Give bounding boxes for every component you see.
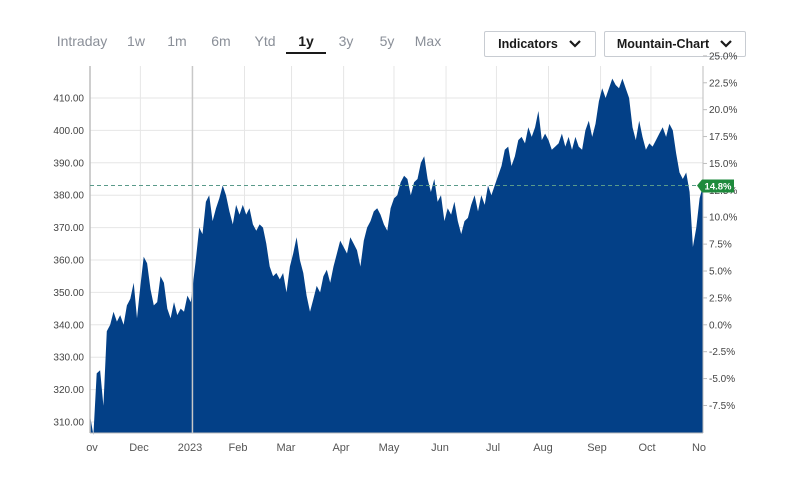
x-tick-label: 2023	[178, 442, 202, 454]
tab-1w[interactable]: 1w	[127, 33, 145, 49]
tab-5y[interactable]: 5y	[379, 33, 395, 49]
x-tick-label: Sep	[587, 442, 607, 454]
y-left-tick-label: 320.00	[53, 385, 84, 396]
tab-intraday[interactable]: Intraday	[56, 33, 108, 49]
y-left-tick-label: 330.00	[53, 353, 84, 364]
y-left-tick-label: 360.00	[53, 256, 84, 267]
indicators-dropdown[interactable]: Indicators	[484, 31, 596, 57]
y-right-tick-label: 5.0%	[709, 267, 732, 278]
x-tick-label: Aug	[533, 442, 553, 454]
y-right-tick-label: 2.5%	[709, 293, 732, 304]
x-tick-label: ov	[86, 442, 98, 454]
y-right-tick-label: 25.0%	[709, 51, 737, 62]
y-right-tick-label: 7.5%	[709, 240, 732, 251]
y-right-tick-label: -7.5%	[709, 401, 735, 412]
tab-ytd[interactable]: Ytd	[254, 33, 276, 49]
tab-max[interactable]: Max	[414, 33, 442, 49]
y-left-tick-label: 370.00	[53, 223, 84, 234]
y-right-tick-label: -5.0%	[709, 374, 735, 385]
y-left-tick-label: 340.00	[53, 320, 84, 331]
chevron-down-icon	[569, 40, 581, 48]
y-left-tick-label: 390.00	[53, 158, 84, 169]
chevron-down-icon	[720, 40, 732, 48]
x-tick-label: Apr	[332, 442, 349, 454]
y-right-tick-label: -2.5%	[709, 347, 735, 358]
y-right-tick-label: 15.0%	[709, 159, 737, 170]
chart-type-dropdown[interactable]: Mountain-Chart	[604, 31, 746, 57]
y-left-tick-label: 350.00	[53, 288, 84, 299]
price-area[interactable]	[90, 78, 703, 435]
tab-1y[interactable]: 1y	[286, 28, 326, 54]
change-badge-label: 14.8%	[705, 181, 732, 192]
tab-1m[interactable]: 1m	[167, 33, 187, 49]
y-right-tick-label: 0.0%	[709, 320, 732, 331]
y-left-tick-label: 400.00	[53, 126, 84, 137]
x-tick-label: Dec	[129, 442, 149, 454]
change-badge	[697, 179, 734, 193]
y-left-tick-label: 380.00	[53, 191, 84, 202]
y-right-tick-label: 10.0%	[709, 213, 737, 224]
x-tick-label: Feb	[229, 442, 248, 454]
tab-6m[interactable]: 6m	[211, 33, 231, 49]
y-right-tick-label: 20.0%	[709, 105, 737, 116]
y-left-tick-label: 310.00	[53, 418, 84, 429]
x-tick-label: Oct	[638, 442, 655, 454]
y-right-tick-label: 17.5%	[709, 132, 737, 143]
indicators-label: Indicators	[498, 37, 558, 51]
x-tick-label: Jun	[431, 442, 449, 454]
x-tick-label: Jul	[486, 442, 500, 454]
x-tick-label: No	[692, 442, 706, 454]
x-tick-label: Mar	[277, 442, 296, 454]
tab-3y[interactable]: 3y	[338, 33, 354, 49]
chart-type-label: Mountain-Chart	[616, 37, 710, 51]
x-tick-label: May	[379, 442, 400, 454]
y-right-tick-label: 22.5%	[709, 78, 737, 89]
y-left-tick-label: 410.00	[53, 94, 84, 105]
range-tabs: Intraday 1w 1m 6m Ytd 1y 3y 5y Max	[48, 28, 448, 60]
